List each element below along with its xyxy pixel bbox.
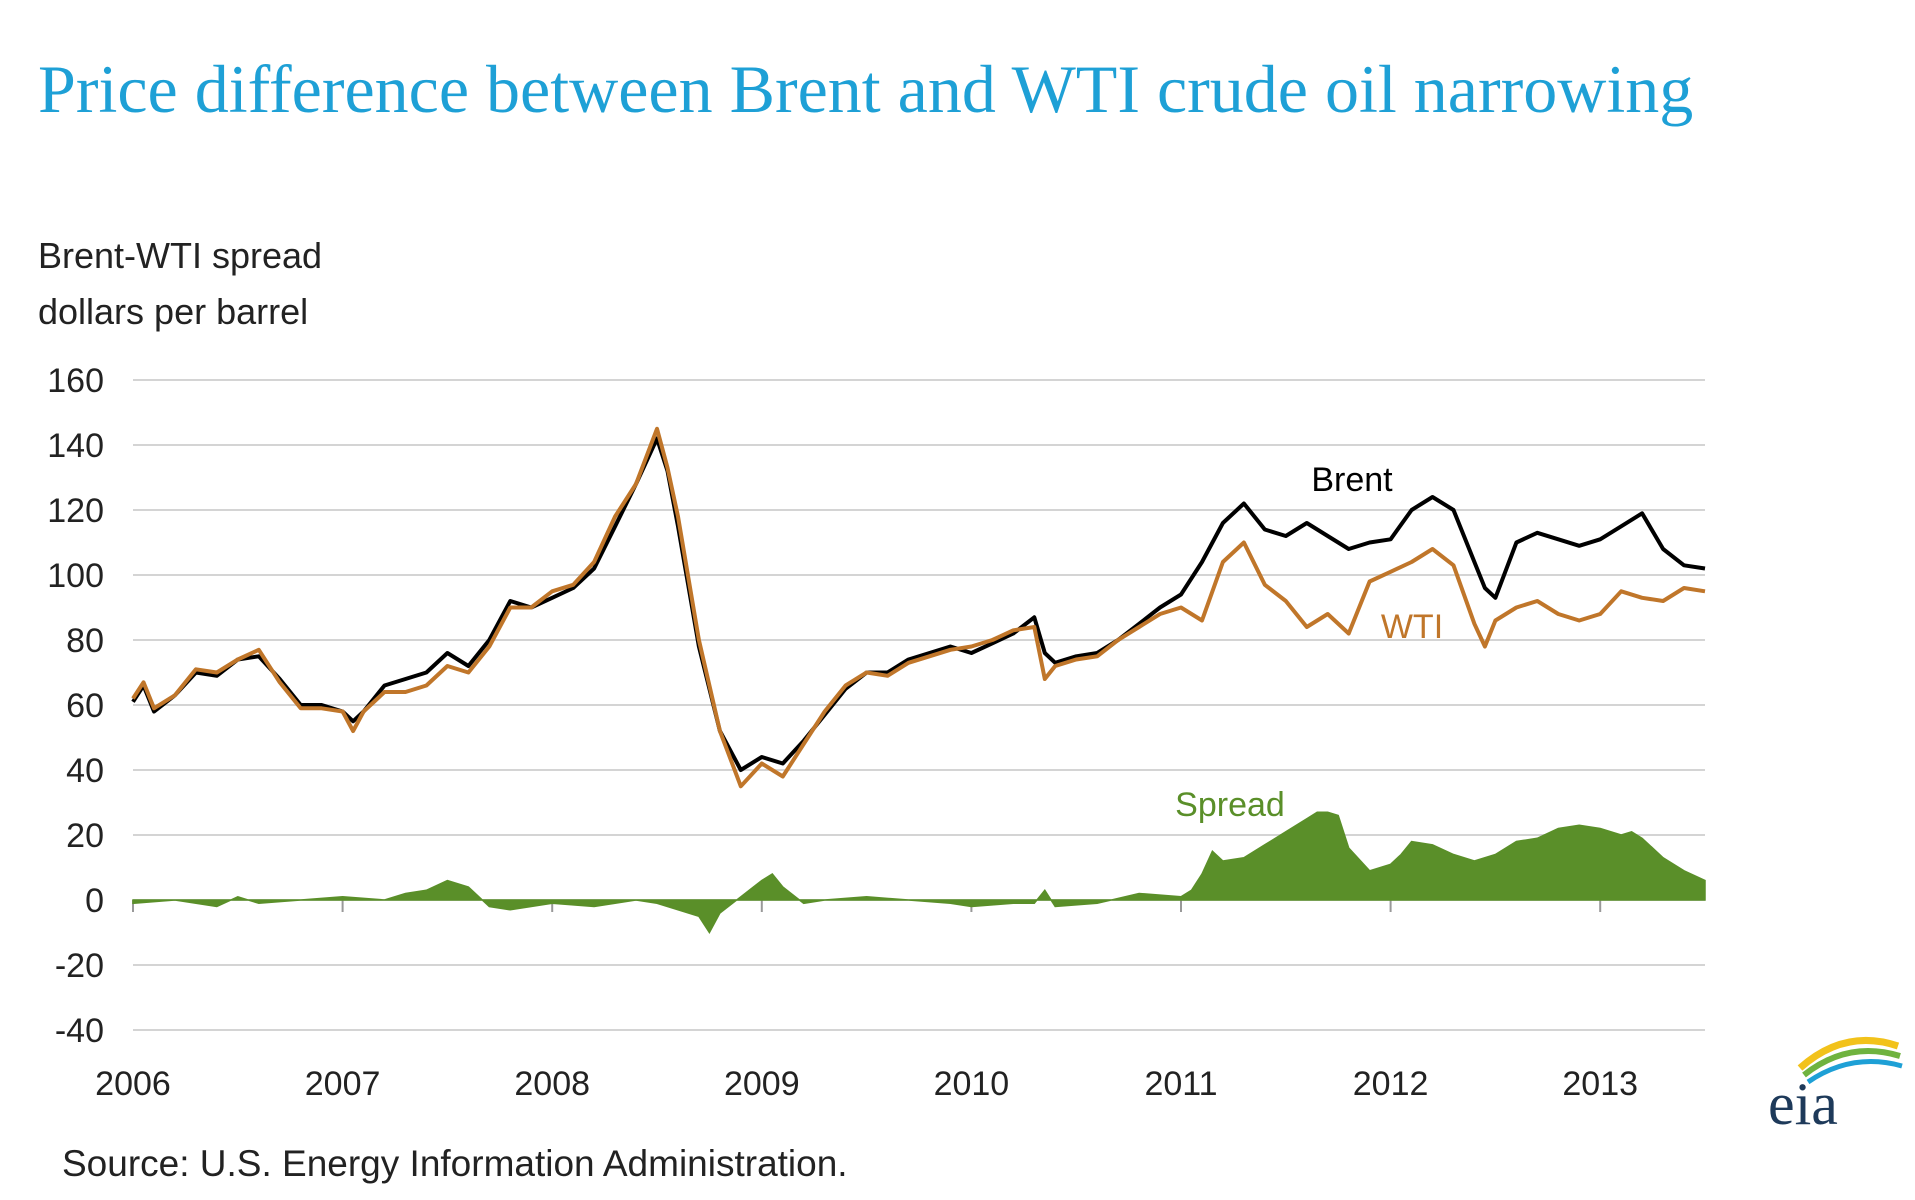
x-tick-label: 2010 (934, 1065, 1010, 1103)
source-note: Source: U.S. Energy Information Administ… (62, 1143, 848, 1184)
y-tick-label: 160 (47, 362, 104, 400)
series-label-brent: Brent (1311, 461, 1393, 499)
x-tick-label: 2011 (1144, 1065, 1217, 1103)
x-tick-label: 2007 (305, 1065, 381, 1103)
logo-swoosh-blue (1806, 1059, 1903, 1085)
x-tick-label: 2008 (514, 1065, 590, 1103)
y-tick-labels: 160 140 120 100 80 60 40 20 0 -20 -40 (47, 362, 104, 1050)
y-tick-label: 140 (47, 427, 104, 465)
x-tick-label: 2012 (1353, 1065, 1429, 1103)
series-labels: Brent WTI Spread (1175, 461, 1443, 824)
logo-swoosh-yellow (1797, 1036, 1900, 1071)
y-axis-label: Brent-WTI spread dollars per barrel (38, 228, 322, 340)
logo-swoosh-green (1802, 1048, 1901, 1078)
logo-wordmark: eia (1768, 1071, 1838, 1130)
y-axis-label-line-1: Brent-WTI spread (38, 235, 323, 276)
series-label-spread: Spread (1175, 786, 1285, 824)
y-tick-label: 120 (47, 492, 104, 530)
y-tick-label: 20 (66, 817, 104, 855)
y-tick-label: 60 (66, 687, 104, 725)
series-wti-line (131, 426, 1706, 789)
y-tick-label: 0 (85, 882, 104, 920)
x-tick-label: 2009 (724, 1065, 800, 1103)
series-layer (131, 426, 1706, 934)
y-tick-label: 80 (66, 622, 104, 660)
eia-logo: eia (1768, 1036, 1903, 1130)
series-label-wti: WTI (1381, 608, 1443, 646)
y-tick-label: 100 (47, 557, 104, 595)
series-spread-area (132, 811, 1706, 934)
y-tick-label: -20 (55, 947, 104, 985)
x-tick-labels: 2006 2007 2008 2009 2010 2011 2012 2013 (95, 1065, 1638, 1103)
x-tick-label: 2013 (1562, 1065, 1638, 1103)
y-tick-label: -40 (55, 1012, 104, 1050)
y-axis-label-line-2: dollars per barrel (38, 291, 309, 332)
chart-title: Price difference between Brent and WTI c… (38, 51, 1694, 127)
x-tick-label: 2006 (95, 1065, 171, 1103)
y-tick-label: 40 (66, 752, 104, 790)
